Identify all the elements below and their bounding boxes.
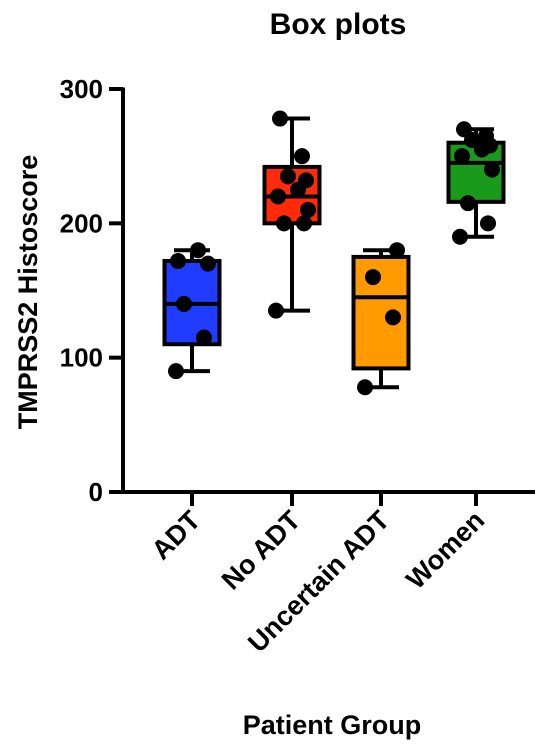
data-point: [456, 121, 472, 138]
data-point: [200, 255, 216, 272]
data-point: [268, 302, 284, 319]
data-point: [280, 168, 296, 185]
data-point: [176, 295, 192, 312]
x-tick-label: Women: [400, 505, 490, 595]
data-point: [484, 161, 500, 178]
data-point: [452, 228, 468, 245]
y-tick-label: 0: [89, 477, 103, 507]
data-point: [478, 128, 494, 145]
y-tick-label: 200: [60, 208, 103, 238]
data-point: [276, 215, 292, 232]
plot-area: [162, 110, 506, 396]
iqr-box: [351, 254, 411, 371]
box-group: [446, 121, 506, 245]
data-point: [389, 242, 405, 259]
data-point: [196, 329, 212, 346]
data-point: [454, 148, 470, 165]
box-group: [162, 242, 222, 380]
data-point: [298, 172, 314, 189]
box-group: [262, 110, 322, 319]
y-axis-label: TMPRSS2 Histoscore: [13, 155, 43, 430]
data-point: [365, 269, 381, 286]
y-tick-label: 300: [60, 74, 103, 104]
box-group: [351, 242, 411, 396]
data-point: [357, 379, 373, 396]
x-tick-label: ADT: [146, 505, 207, 566]
data-point: [190, 242, 206, 259]
data-point: [480, 215, 496, 232]
data-point: [385, 309, 401, 326]
data-point: [272, 110, 288, 127]
data-point: [460, 195, 476, 212]
y-tick-label: 100: [60, 343, 103, 373]
x-tick-label: No ADT: [216, 505, 307, 596]
chart-title: Box plots: [270, 8, 407, 41]
x-axis-label: Patient Group: [243, 710, 422, 740]
data-point: [270, 188, 286, 205]
data-point: [296, 215, 312, 232]
data-point: [170, 252, 186, 269]
data-point: [294, 148, 310, 165]
data-point: [300, 201, 316, 218]
data-point: [168, 363, 184, 380]
